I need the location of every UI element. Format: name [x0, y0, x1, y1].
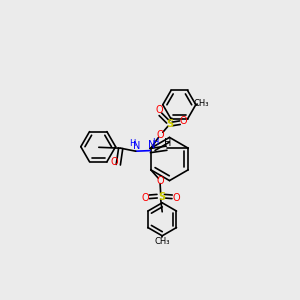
- Text: S: S: [159, 192, 166, 203]
- Text: O: O: [142, 193, 149, 203]
- Text: S: S: [166, 119, 173, 129]
- Text: N: N: [148, 140, 155, 150]
- Text: H: H: [130, 139, 136, 148]
- Text: O: O: [157, 130, 164, 140]
- Text: CH₃: CH₃: [154, 237, 170, 246]
- Text: O: O: [172, 193, 180, 203]
- Text: O: O: [180, 116, 187, 126]
- Text: CH₃: CH₃: [194, 99, 209, 108]
- Text: O: O: [157, 176, 164, 186]
- Text: O: O: [111, 157, 118, 167]
- Text: O: O: [155, 105, 163, 116]
- Text: H: H: [152, 138, 158, 147]
- Text: N: N: [133, 141, 141, 151]
- Text: H: H: [164, 138, 172, 148]
